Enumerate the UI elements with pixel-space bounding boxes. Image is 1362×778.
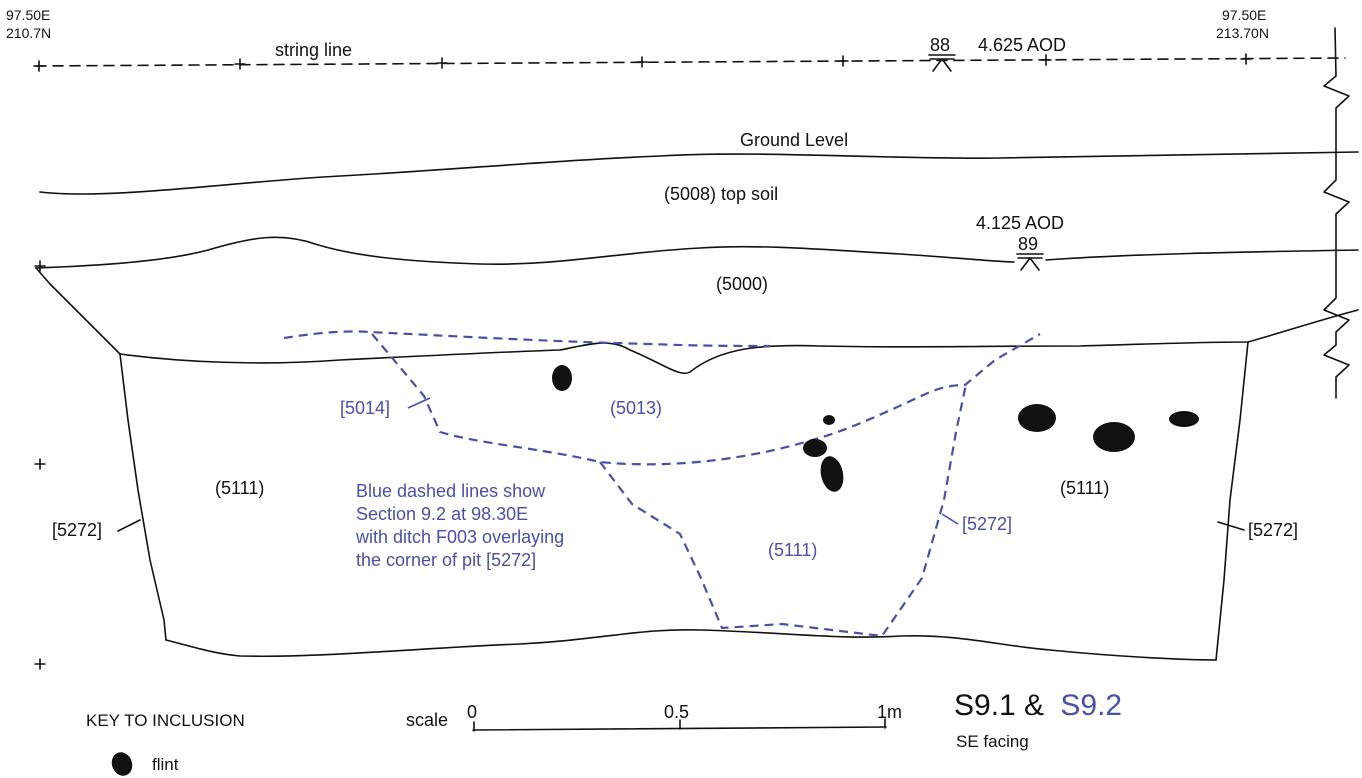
datum-89-level: 4.125 AOD xyxy=(976,213,1064,233)
fill-right-label: (5111) xyxy=(1060,478,1109,498)
datum-88-marker-icon xyxy=(929,58,955,72)
section-facing: SE facing xyxy=(956,732,1029,751)
string-line-crosses xyxy=(33,53,1252,72)
ditch-5014-cut-line xyxy=(371,333,1041,466)
string-line-label: string line xyxy=(275,40,352,60)
datum-89-number: 89 xyxy=(1018,234,1038,254)
scale-tick-half: 0.5 xyxy=(664,702,689,722)
section-title-s91: S9.1 & xyxy=(954,689,1044,722)
flint-inclusions xyxy=(552,365,1199,492)
section-title: S9.1 & S9.2 xyxy=(954,689,1122,722)
corner-right-easting: 97.50E xyxy=(1222,7,1266,23)
key-flint-icon xyxy=(111,752,133,776)
inner-cut-leader xyxy=(941,513,959,525)
scale-bar xyxy=(472,718,887,732)
key-title: KEY TO INCLUSION xyxy=(86,711,245,730)
topsoil-base-line xyxy=(35,236,1359,269)
section-left-edge xyxy=(35,267,121,355)
pit-top-line xyxy=(119,309,1359,375)
flint-icon xyxy=(1169,411,1199,427)
datum-88-level: 4.625 AOD xyxy=(978,35,1066,55)
corner-left-northing: 210.7N xyxy=(6,25,51,41)
datum-88-number: 88 xyxy=(930,35,950,55)
section-break-line xyxy=(1323,27,1350,399)
scale-tick-1m: 1m xyxy=(877,702,902,722)
fill-left-label: (5111) xyxy=(215,478,264,498)
pit-cut-left-side xyxy=(119,353,167,641)
corner-left-easting: 97.50E xyxy=(6,7,50,23)
scale-tick-0: 0 xyxy=(467,702,477,722)
flint-icon xyxy=(820,456,844,492)
fill-center-label: (5111) xyxy=(768,540,817,560)
cut-right-leader xyxy=(1217,521,1245,531)
string-line xyxy=(35,57,1346,67)
pit-cut-right-side xyxy=(1215,341,1249,661)
datum-89-marker-icon xyxy=(1017,257,1043,271)
grid-crosses-left xyxy=(34,260,46,670)
corner-right-northing: 213.70N xyxy=(1216,25,1269,41)
cut-right-label: [5272] xyxy=(1248,520,1298,540)
ground-level-line xyxy=(39,151,1359,195)
flint-icon xyxy=(1093,422,1135,452)
pit-5272-inner-cut-line xyxy=(599,383,968,638)
section-note: Blue dashed lines show Section 9.2 at 98… xyxy=(355,481,569,570)
section-note-line: the corner of pit [5272] xyxy=(356,550,536,570)
ground-level-label: Ground Level xyxy=(740,130,848,150)
inner-cut-label: [5272] xyxy=(962,514,1012,534)
ditch-fill-label: (5013) xyxy=(610,398,662,418)
flint-icon xyxy=(1018,404,1056,432)
cut-left-label: [5272] xyxy=(52,520,102,540)
scale-label: scale xyxy=(406,710,448,730)
flint-icon xyxy=(552,365,572,391)
section-note-line: with ditch F003 overlaying xyxy=(355,527,564,547)
ditch-f003-top-line xyxy=(283,330,771,348)
pit-base-line xyxy=(165,628,1217,661)
section-note-line: Blue dashed lines show xyxy=(356,481,546,501)
ditch-cut-label: [5014] xyxy=(340,398,390,418)
section-note-line: Section 9.2 at 98.30E xyxy=(356,504,528,524)
layer-5000-label: (5000) xyxy=(716,274,768,294)
cut-left-leader xyxy=(117,519,141,532)
layer-topsoil-label: (5008) top soil xyxy=(664,184,778,204)
flint-icon xyxy=(823,415,835,425)
ditch-cut-leader xyxy=(407,397,431,409)
key-flint-label: flint xyxy=(152,755,179,774)
flint-icon xyxy=(803,439,827,457)
section-title-s92: S9.2 xyxy=(1060,689,1122,722)
